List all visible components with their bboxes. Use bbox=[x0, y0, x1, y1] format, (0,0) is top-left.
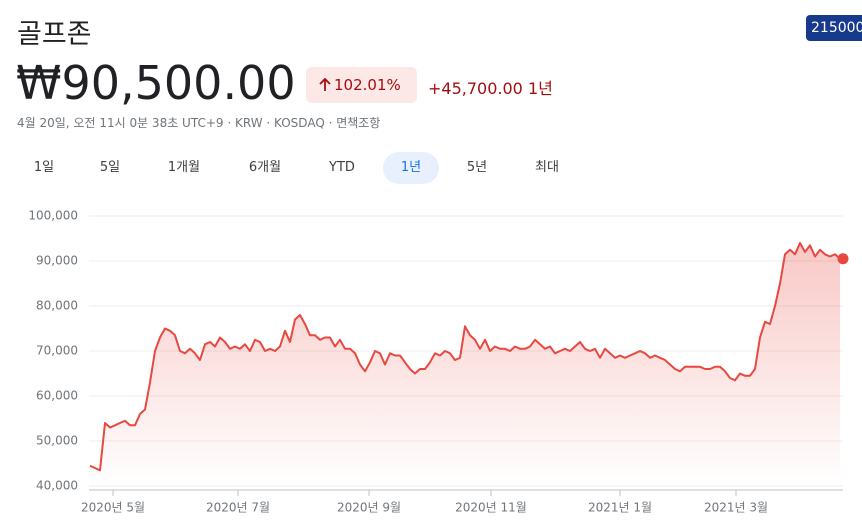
meta: 4월 20일, 오전 11시 0분 38초 UTC+9 · KRW · KOSD… bbox=[17, 116, 381, 130]
x-tick-label: 2020년 11월 bbox=[455, 501, 527, 515]
y-tick-label: 100,000 bbox=[28, 209, 78, 223]
range-tab[interactable]: 5년 bbox=[466, 160, 488, 175]
range-tab[interactable]: 1개월 bbox=[167, 160, 201, 175]
change-percent: 102.01% bbox=[334, 76, 401, 94]
x-tick-label: 2020년 9월 bbox=[337, 501, 401, 515]
y-tick-label: 50,000 bbox=[36, 434, 78, 448]
range-tab[interactable]: 최대 bbox=[535, 160, 559, 175]
ticker-badge[interactable]: 215000 bbox=[806, 15, 862, 41]
range-tab[interactable]: YTD bbox=[329, 160, 355, 175]
x-tick-label: 2020년 5월 bbox=[81, 501, 145, 515]
range-tab[interactable]: 1일 bbox=[33, 160, 55, 175]
x-tick-label: 2020년 7월 bbox=[206, 501, 270, 515]
range-tab[interactable]: 1년 bbox=[383, 152, 439, 184]
y-tick-label: 80,000 bbox=[36, 299, 78, 313]
last-point bbox=[837, 253, 849, 265]
range-tab[interactable]: 6개월 bbox=[248, 160, 282, 175]
x-tick-label: 2021년 3월 bbox=[704, 501, 768, 515]
change-value: +45,700.00 bbox=[428, 79, 523, 98]
y-tick-label: 70,000 bbox=[36, 344, 78, 358]
up-arrow bbox=[319, 78, 331, 91]
x-tick-label: 2021년 1월 bbox=[588, 501, 652, 515]
y-tick-label: 40,000 bbox=[36, 479, 78, 493]
area bbox=[90, 243, 840, 486]
y-tick-label: 60,000 bbox=[36, 389, 78, 403]
price: ₩90,500.00 bbox=[16, 56, 296, 110]
y-tick-label: 90,000 bbox=[36, 254, 78, 268]
price-line bbox=[89, 242, 841, 472]
change: +45,700.00 1년 bbox=[428, 75, 553, 99]
title: 골프존 bbox=[17, 19, 92, 50]
change-period: 1년 bbox=[527, 79, 553, 98]
change-badge: 102.01% bbox=[306, 67, 417, 103]
range-tab[interactable]: 5일 bbox=[99, 160, 121, 175]
